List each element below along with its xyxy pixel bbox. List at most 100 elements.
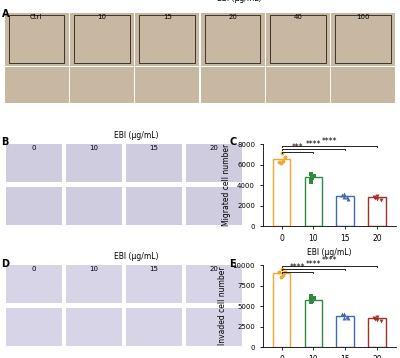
FancyBboxPatch shape [5,13,68,66]
Point [307,299,314,305]
Point [378,197,384,202]
Bar [139,15,195,63]
Point [344,314,350,320]
Bar [205,15,260,63]
Bar [368,319,386,347]
Point [282,155,288,160]
FancyBboxPatch shape [186,187,242,224]
Text: 100: 100 [356,14,370,20]
Point [370,315,377,320]
Text: A: A [2,9,10,19]
Text: 10: 10 [90,266,98,272]
Text: 40: 40 [294,14,302,20]
FancyBboxPatch shape [6,187,62,224]
Point [341,311,347,316]
Point [276,270,282,275]
Text: D: D [2,258,10,268]
Point [373,196,380,202]
Text: ****: **** [290,263,305,272]
Point [308,297,314,303]
Text: 20: 20 [228,14,237,20]
Point [341,192,347,197]
Point [308,294,315,299]
Bar [273,273,290,347]
FancyBboxPatch shape [266,67,330,103]
Point [276,159,282,164]
Point [309,175,315,181]
Text: ***: *** [292,143,303,152]
Text: ****: **** [322,137,337,146]
Point [282,269,288,275]
Point [378,318,384,324]
Text: 0: 0 [32,145,36,151]
Text: 15: 15 [150,145,158,151]
Y-axis label: Invaded cell number: Invaded cell number [218,267,227,345]
Point [311,173,318,179]
Text: ****: **** [306,140,321,149]
Point [308,176,315,182]
Point [278,160,284,165]
Text: 15: 15 [163,14,172,20]
Bar [305,300,322,347]
FancyBboxPatch shape [6,144,62,182]
FancyBboxPatch shape [136,13,199,66]
Bar [305,177,322,226]
Text: ****: **** [322,256,337,266]
FancyBboxPatch shape [66,308,122,345]
FancyBboxPatch shape [70,13,134,66]
Text: 20: 20 [210,266,218,272]
Text: 10: 10 [90,145,98,151]
Text: C: C [229,137,236,147]
Point [372,316,378,322]
Point [373,317,380,323]
Text: 15: 15 [150,266,158,272]
Point [307,179,314,185]
FancyBboxPatch shape [201,13,264,66]
FancyBboxPatch shape [186,265,242,303]
FancyBboxPatch shape [5,67,68,103]
FancyBboxPatch shape [126,187,182,224]
Point [280,158,287,163]
FancyBboxPatch shape [201,67,264,103]
X-axis label: EBI (µg/mL): EBI (µg/mL) [307,248,352,257]
FancyBboxPatch shape [66,187,122,224]
FancyBboxPatch shape [66,265,122,303]
Y-axis label: Migrated cell number: Migrated cell number [222,144,232,226]
Point [278,275,284,280]
FancyBboxPatch shape [266,13,330,66]
Text: 20: 20 [210,145,218,151]
Point [374,194,380,199]
Bar [336,316,354,347]
FancyBboxPatch shape [332,67,395,103]
Point [309,298,315,304]
FancyBboxPatch shape [126,265,182,303]
FancyBboxPatch shape [6,265,62,303]
Point [370,194,377,200]
Bar [336,197,354,226]
Bar [270,15,326,63]
Text: 10: 10 [98,14,106,20]
Point [344,195,350,200]
Text: EBI (µg/mL): EBI (µg/mL) [114,252,158,261]
Text: Ctrl: Ctrl [29,14,42,20]
FancyBboxPatch shape [186,144,242,182]
Point [344,196,351,202]
Point [339,311,345,317]
Text: EBI (µg/mL): EBI (µg/mL) [217,0,262,3]
Point [308,171,314,177]
Point [279,150,286,156]
FancyBboxPatch shape [6,308,62,345]
FancyBboxPatch shape [136,67,199,103]
Point [341,194,347,200]
FancyBboxPatch shape [332,13,395,66]
Point [341,315,347,320]
Point [344,316,351,321]
Text: E: E [229,258,236,268]
Point [374,314,380,320]
FancyBboxPatch shape [186,308,242,345]
FancyBboxPatch shape [66,144,122,182]
FancyBboxPatch shape [126,308,182,345]
Bar [9,15,64,63]
Text: 0: 0 [32,266,36,272]
Point [339,193,345,198]
